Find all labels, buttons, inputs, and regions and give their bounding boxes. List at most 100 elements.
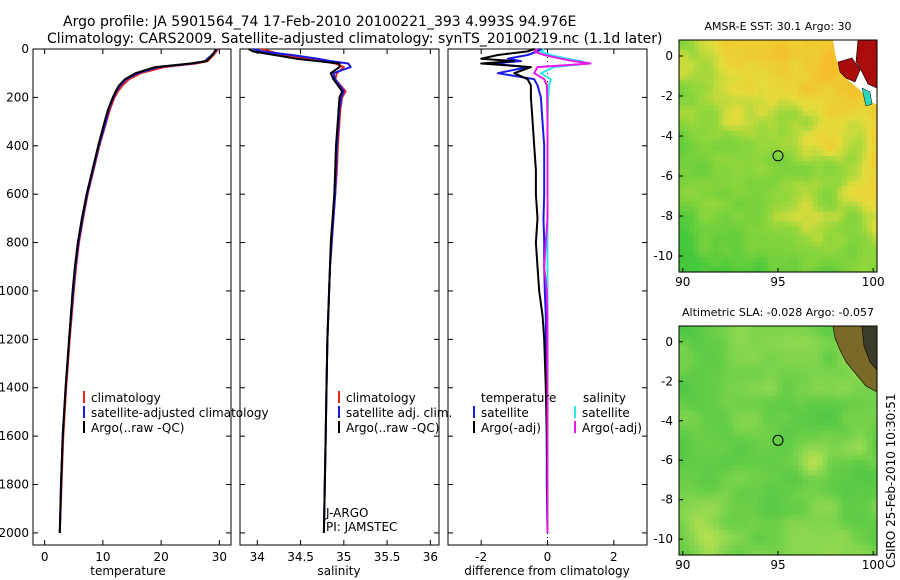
- series-line-argo-raw-qc-: [58, 48, 217, 533]
- map-cell: [698, 105, 705, 112]
- map-cell: [787, 345, 794, 352]
- map-cell: [748, 550, 754, 556]
- map-cell: [763, 221, 769, 228]
- map-cell: [743, 75, 749, 81]
- map-cell: [792, 335, 799, 342]
- map-cell: [728, 435, 735, 442]
- map-cell: [679, 425, 685, 432]
- map-cell: [797, 60, 804, 66]
- map-cell: [832, 490, 838, 496]
- map-cell: [728, 405, 735, 412]
- map-cell: [857, 221, 863, 228]
- map-cell: [738, 115, 744, 122]
- map-cell: [857, 495, 863, 501]
- map-cell: [723, 340, 730, 347]
- map-cell: [852, 161, 858, 167]
- map-cell: [807, 216, 814, 223]
- map-cell: [837, 176, 843, 182]
- map-cell: [679, 60, 685, 66]
- map-cell: [822, 50, 829, 56]
- map-cell: [837, 430, 843, 437]
- map-cell: [743, 475, 749, 481]
- map-cell: [827, 251, 834, 258]
- map-cell: [679, 480, 685, 486]
- map-cell: [827, 211, 834, 218]
- map-cell: [867, 445, 873, 452]
- map-cell: [872, 460, 878, 466]
- map-cell: [827, 135, 834, 142]
- map-cell: [802, 450, 809, 457]
- map-cell: [738, 520, 744, 526]
- map-cell: [688, 166, 695, 172]
- map-cell: [778, 221, 784, 228]
- map-cell: [768, 181, 774, 187]
- map-cell: [713, 545, 720, 551]
- map-cell: [748, 75, 754, 81]
- map-cell: [797, 181, 804, 187]
- map-cell: [862, 510, 868, 516]
- map-cell: [713, 355, 720, 362]
- map-cell: [822, 435, 829, 442]
- map-cell: [703, 510, 710, 516]
- map-cell: [857, 95, 863, 102]
- map-cell: [698, 495, 705, 501]
- map-cell: [679, 475, 685, 481]
- map-cell: [733, 360, 739, 367]
- map-cell: [773, 495, 779, 501]
- map-cell: [782, 545, 789, 551]
- map-cell: [782, 70, 789, 76]
- map-cell: [733, 530, 739, 536]
- map-cell: [768, 515, 774, 521]
- map-cell: [802, 140, 809, 147]
- map-cell: [698, 236, 705, 243]
- map-cell: [683, 241, 690, 248]
- map-cell: [728, 156, 735, 162]
- map-cell: [862, 435, 868, 442]
- map-cell: [683, 216, 690, 223]
- map-cell: [787, 355, 794, 362]
- map-cell: [723, 545, 730, 551]
- map-cell: [693, 60, 700, 66]
- map-cell: [693, 261, 700, 268]
- map-cell: [852, 231, 858, 238]
- map-cell: [792, 355, 799, 362]
- map-cell: [708, 186, 715, 192]
- map-cell: [748, 495, 754, 501]
- map-cell: [857, 550, 863, 556]
- map-cell: [713, 130, 720, 137]
- map-cell: [758, 65, 764, 71]
- map-cell: [683, 100, 690, 107]
- map-cell: [867, 390, 873, 397]
- map-cell: [817, 95, 824, 102]
- map-cell: [679, 350, 685, 357]
- map-cell: [753, 370, 759, 377]
- map-cell: [852, 100, 858, 107]
- map-cell: [698, 241, 705, 248]
- map-cell: [822, 236, 829, 243]
- map-cell: [872, 430, 878, 437]
- map-cell: [807, 156, 814, 162]
- map-cell: [817, 80, 824, 86]
- map-cell: [797, 221, 804, 228]
- map-cell: [807, 70, 814, 76]
- map-cell: [713, 505, 720, 511]
- map-cell: [867, 201, 873, 208]
- map-cell: [867, 525, 873, 531]
- map-cell: [723, 355, 730, 362]
- map-cell: [797, 530, 804, 536]
- map-cell: [679, 355, 685, 362]
- map-cell: [773, 405, 779, 412]
- map-cell: [718, 231, 725, 238]
- map-cell: [679, 256, 685, 263]
- map-cell: [773, 236, 779, 243]
- map-cell: [728, 385, 735, 392]
- map-cell: [753, 430, 759, 437]
- map-cell: [857, 246, 863, 253]
- map-cell: [832, 145, 838, 152]
- map-cell: [758, 100, 764, 107]
- map-cell: [812, 231, 819, 238]
- map-cell: [693, 440, 700, 447]
- map-cell: [738, 415, 744, 422]
- map-cell: [862, 171, 868, 177]
- map-cell: [847, 425, 853, 432]
